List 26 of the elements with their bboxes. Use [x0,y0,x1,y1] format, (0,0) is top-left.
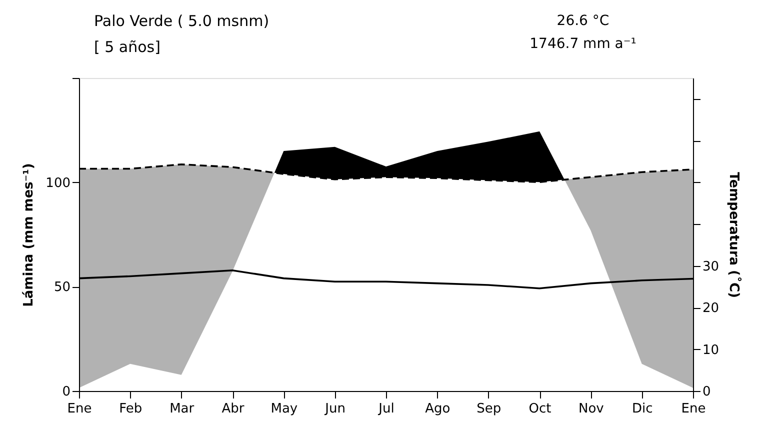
y2-tick-label: 30 [702,259,720,274]
y2-tick-label: 10 [702,342,720,358]
x-tick-label: Oct [528,402,552,416]
chart-title: Palo Verde ( 5.0 msnm) [94,12,270,30]
y-tick-label: 50 [54,280,70,296]
x-tick-label: Ago [425,402,450,416]
text: 1746.7 mm a⁻¹ [530,36,636,52]
text: 26.6 °C [556,13,610,29]
x-tick-label: Jun [324,402,346,416]
y-tick-label: 0 [62,384,70,400]
x-tick-label: Ene [681,402,706,416]
x-tick-label: Nov [578,402,604,416]
y2-axis-title: Temperatura (˚C) [726,172,742,298]
x-tick-label: Feb [119,402,142,416]
x-tick-label: Ene [67,402,92,416]
x-tick-label: Abr [222,402,245,416]
y-axis-title: Lámina (mm mes⁻¹) [22,163,37,307]
y-tick-label: 100 [46,176,70,191]
x-tick-label: Dic [632,402,653,416]
x-tick-label: Sep [476,402,502,416]
y2-tick-label: 0 [702,384,711,400]
x-tick-label: May [270,402,298,416]
chart-subtitle: [ 5 años] [94,38,160,56]
x-tick-label: Mar [170,402,195,416]
y2-tick-label: 20 [702,301,720,316]
x-tick-label: Jul [378,402,394,416]
